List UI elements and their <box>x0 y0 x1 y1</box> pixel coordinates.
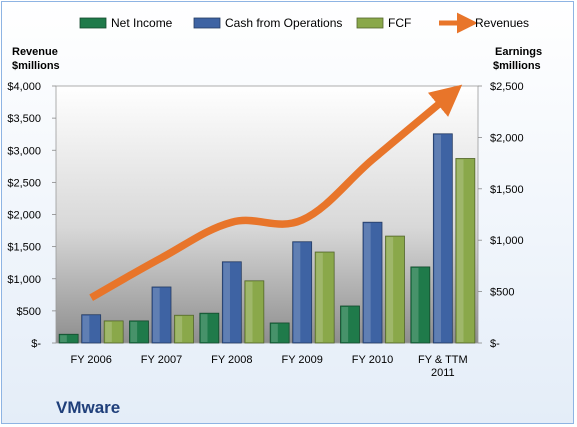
left-axis-title-line1: Revenue <box>12 46 58 58</box>
bar-highlight <box>200 314 208 342</box>
x-tick-label: FY & TTM 2011 <box>418 354 468 379</box>
left-tick-label: $- <box>31 338 41 350</box>
right-tick-label: $2,500 <box>490 81 524 93</box>
bar-fcf <box>103 320 124 344</box>
x-tick-label: FY 2009 <box>281 354 322 366</box>
revenue-line <box>89 84 463 301</box>
left-axis-title-line2: $millions <box>12 60 60 72</box>
bar-net-income <box>269 322 290 344</box>
bar-highlight <box>245 281 253 342</box>
x-axis-labels: FY 2006 FY 2007 FY 2008 FY 2009 FY 2010 FY & … <box>70 354 467 379</box>
bar-highlight <box>386 237 394 342</box>
right-axis-title-line1: Earnings <box>495 46 542 58</box>
left-tick-label: $4,000 <box>7 81 41 93</box>
right-tick-label: $1,500 <box>490 184 524 196</box>
x-tick-label: FY 2010 <box>352 354 393 366</box>
left-tick-label: $3,000 <box>7 145 41 157</box>
bar-cash-from-operations <box>432 133 453 344</box>
bar-net-income <box>129 320 149 344</box>
left-tick-label: $2,000 <box>7 210 41 222</box>
bar-fcf <box>314 251 335 344</box>
right-tick-label: $- <box>490 338 500 350</box>
bar-highlight <box>175 316 183 342</box>
bar-highlight <box>364 223 371 342</box>
bar-cash-from-operations <box>362 221 383 344</box>
x-tick-label: FY 2008 <box>211 354 252 366</box>
bar-highlight <box>293 242 301 342</box>
bar-highlight <box>130 321 138 342</box>
legend-swatch-cash-from-operations <box>193 17 221 29</box>
bar-net-income <box>410 266 431 344</box>
bar-net-income <box>58 333 79 344</box>
bar-fcf <box>244 280 265 344</box>
bar-highlight <box>223 262 230 342</box>
x-tick-label: FY 2006 <box>70 354 111 366</box>
legend-swatch-fcf <box>356 17 384 29</box>
left-tick-label: $3,500 <box>7 113 41 125</box>
bar-fcf <box>385 235 405 344</box>
left-tick-label: $500 <box>17 306 41 318</box>
right-axis-ticks: $- $500 $1,000 $1,500 $2,000 $2,500 <box>478 81 524 350</box>
bar-cash-from-operations <box>151 286 172 344</box>
bar-cash-from-operations <box>292 241 313 344</box>
right-tick-label: $1,000 <box>490 235 524 247</box>
bar-highlight <box>456 159 464 342</box>
bar-cash-from-operations <box>221 261 242 344</box>
bar-fcf <box>174 314 194 344</box>
bar-fcf <box>455 158 476 344</box>
legend-label-cash-from-operations: Cash from Operations <box>225 16 342 30</box>
bar-highlight <box>434 134 441 342</box>
legend-swatch-net-income <box>79 17 107 29</box>
bar-highlight <box>271 323 278 342</box>
left-axis-ticks: $- $500 $1,000 $1,500 $2,000 $2,500 $3,000 $3,5… <box>7 81 56 350</box>
left-tick-label: $1,500 <box>7 242 41 254</box>
right-tick-label: $2,000 <box>490 132 524 144</box>
bars <box>58 133 476 344</box>
legend-label-revenues: Revenues <box>475 16 529 30</box>
bar-highlight <box>60 335 67 342</box>
bar-highlight <box>341 306 349 342</box>
right-tick-label: $500 <box>490 287 514 299</box>
bar-highlight <box>316 253 323 342</box>
bar-highlight <box>153 287 160 342</box>
bar-highlight <box>105 321 112 342</box>
bar-net-income <box>199 312 220 344</box>
left-tick-label: $2,500 <box>7 177 41 189</box>
legend: Net Income Cash from Operations FCF Revenue… <box>79 12 529 34</box>
bar-net-income <box>340 305 360 344</box>
left-tick-label: $1,000 <box>7 274 41 286</box>
legend-label-net-income: Net Income <box>111 16 173 30</box>
company-label: VMware <box>56 398 120 417</box>
bar-cash-from-operations <box>81 314 102 344</box>
bar-highlight <box>82 315 90 342</box>
revenues-line-path <box>89 84 463 301</box>
x-tick-label: FY 2007 <box>141 354 182 366</box>
bar-highlight <box>411 267 419 342</box>
right-axis-title-line2: $millions <box>493 60 541 72</box>
legend-label-fcf: FCF <box>388 16 411 30</box>
